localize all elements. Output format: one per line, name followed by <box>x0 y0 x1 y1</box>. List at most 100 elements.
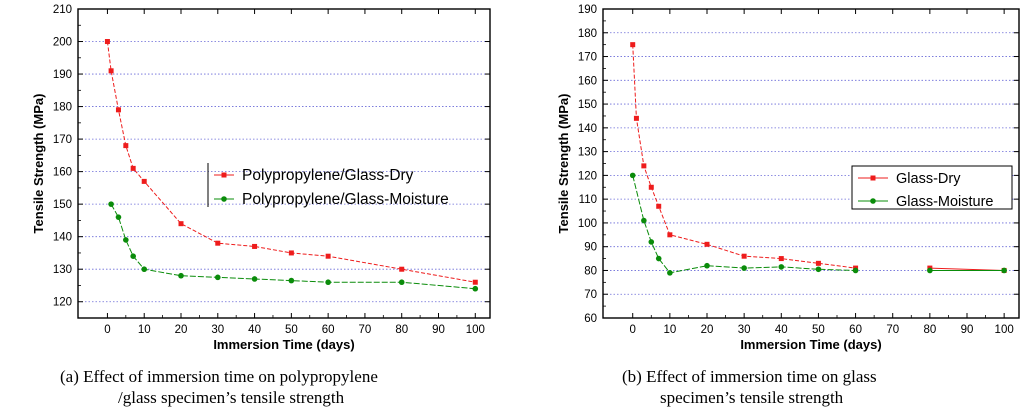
chart1-series-2-point <box>325 279 331 286</box>
chart2-x-tick-label: 10 <box>663 324 676 336</box>
chart1-series-2-point <box>472 285 479 292</box>
chart2-legend-item-1-marker <box>870 175 876 181</box>
caption-b-line1: (b) Effect of immersion time on glass <box>622 367 877 386</box>
chart2-y-tick-label: 130 <box>578 147 597 159</box>
chart1-y-tick-label: 120 <box>53 297 72 309</box>
chart2-series-1-point <box>815 260 821 266</box>
chart2-series-2-point <box>655 255 662 262</box>
chart2-x-tick-label: 40 <box>775 324 788 336</box>
chart2-x-tick-label: 100 <box>995 324 1014 336</box>
chart2-x-tick-label: 20 <box>701 324 714 336</box>
chart1-y-axis-label: Tensile Strength (MPa) <box>31 94 46 234</box>
chart1-x-tick-label: 20 <box>175 324 188 336</box>
chart2-x-tick-label: 60 <box>849 324 862 336</box>
chart2-y-tick-label: 90 <box>584 242 597 254</box>
chart2-series-2-point <box>852 267 859 274</box>
chart1: 0 10 20 30 40 50 60 70 80 90 100 120 130 140 150 160 170… <box>31 4 491 352</box>
chart2-y-tick-label: 120 <box>578 170 597 182</box>
chart2-series-2-point <box>667 270 673 276</box>
chart2-series-2 <box>629 172 1007 276</box>
chart2-series-2-point <box>778 264 785 270</box>
chart1-x-tick-label: 40 <box>248 324 261 336</box>
caption-a-line1: (a) Effect of immersion time on polyprop… <box>60 367 378 386</box>
chart2-y-tick-label: 170 <box>578 52 597 64</box>
chart2-x-tick-label: 90 <box>961 324 974 336</box>
chart2-y-tick-label: 60 <box>584 313 597 325</box>
chart2-x-tick-label: 0 <box>630 324 636 336</box>
chart2-series-1-point <box>704 241 710 247</box>
chart1-series-1-point <box>215 240 221 246</box>
chart2-y-tick-label: 180 <box>578 28 597 40</box>
chart1-legend-item-2-label: Polypropylene/Glass-Moisture <box>242 191 449 208</box>
chart2-series-2-point <box>629 172 636 179</box>
chart1-series-2-point <box>108 201 114 207</box>
chart1-legend-item-1-marker <box>221 172 227 178</box>
chart2-y-tick-label: 110 <box>579 194 597 206</box>
chart1-x-tick-label: 60 <box>322 324 335 336</box>
chart2-series-2-point <box>648 239 655 245</box>
chart1-series-2-point <box>398 279 405 286</box>
chart1-x-tick-label: 50 <box>285 324 298 336</box>
chart2-series-2-point <box>1001 267 1007 274</box>
chart2-series-1-line <box>632 44 856 269</box>
chart2-series-1-point <box>630 42 636 48</box>
chart1-series-2-point <box>130 253 136 259</box>
chart2-series-1-point <box>648 184 654 190</box>
chart1-series-1-line <box>106 41 476 283</box>
chart1-x-axis-label: Immersion Time (days) <box>213 337 354 352</box>
chart1-x-tick-label: 0 <box>104 324 110 336</box>
chart2-x-axis-label: Immersion Time (days) <box>740 337 881 352</box>
chart2-series-1-point <box>633 115 639 121</box>
chart1-series-2-point <box>214 274 221 281</box>
chart2-series-2-point <box>704 262 710 269</box>
chart1-series-1-point <box>472 279 478 285</box>
chart2-x-tick-label: 30 <box>738 324 751 336</box>
chart2-legend: Glass-Dry Glass-Moisture <box>851 165 1013 210</box>
chart1-y-tick-label: 140 <box>53 232 72 244</box>
chart2: 0 10 20 30 40 50 60 70 80 90 100 60 70 80 90 100 110 120 1… <box>556 4 1020 352</box>
chart1-x-tick-label: 90 <box>432 324 445 336</box>
chart1-series-1-point <box>104 39 110 45</box>
chart2-y-tick-label: 160 <box>578 75 597 87</box>
chart2-x-tick-label: 50 <box>812 324 825 336</box>
chart2-series-1 <box>630 42 1007 273</box>
chart2-series-1-point <box>778 256 784 262</box>
chart2-series-2-line <box>632 175 856 274</box>
chart1-series-1-point <box>141 178 147 184</box>
chart1-y-tick-label: 180 <box>53 102 72 114</box>
chart1-y-tick-label: 130 <box>53 264 72 276</box>
caption-a-line2: /glass specimen’s tensile strength <box>118 388 345 407</box>
chart1-series-1-point <box>108 68 114 74</box>
caption-b: (b) Effect of immersion time on glass sp… <box>622 366 982 408</box>
chart1-x-tick-label: 30 <box>211 324 224 336</box>
chart1-series-2-point <box>123 237 129 243</box>
chart1-series-1-point <box>252 243 258 249</box>
chart1-y-tick-label: 190 <box>53 69 72 81</box>
chart2-series-2-point <box>641 217 647 224</box>
chart2-y-tick-label: 190 <box>578 4 597 16</box>
chart2-y-axis-label: Tensile Strength (MPa) <box>556 94 571 234</box>
chart1-legend-item-1-label: Polypropylene/Glass-Dry <box>242 167 414 184</box>
chart2-series-1-point <box>656 203 662 209</box>
chart1-y-tick-label: 210 <box>53 4 72 16</box>
chart1-series-2-point <box>251 276 258 282</box>
chart1-y-tick-label: 160 <box>53 167 72 179</box>
chart2-legend-item-2-label: Glass-Moisture <box>896 194 994 210</box>
chart2-y-tick-label: 100 <box>578 218 597 230</box>
chart2-y-tick-label: 140 <box>578 123 597 135</box>
chart2-x-tick-label: 70 <box>886 324 899 336</box>
chart1-series-1-point <box>178 221 184 227</box>
chart1-y-tick-label: 170 <box>53 134 72 146</box>
chart1-series-1-point <box>399 266 405 272</box>
chart2-series-2-point <box>815 266 822 273</box>
chart1-x-tick-label: 80 <box>395 324 408 336</box>
chart2-y-tick-label: 70 <box>584 289 597 301</box>
chart2-y-tick-label: 80 <box>584 265 597 277</box>
chart2-series-1-point <box>667 232 673 238</box>
chart1-x-tick-label: 70 <box>359 324 372 336</box>
chart2-legend-item-1-label: Glass-Dry <box>896 171 961 187</box>
chart1-series-2-point <box>288 277 295 284</box>
chart1-y-tick-label: 200 <box>53 37 72 49</box>
chart2-legend-item-2-marker <box>870 198 876 204</box>
chart2-legend-frame <box>851 165 1013 210</box>
